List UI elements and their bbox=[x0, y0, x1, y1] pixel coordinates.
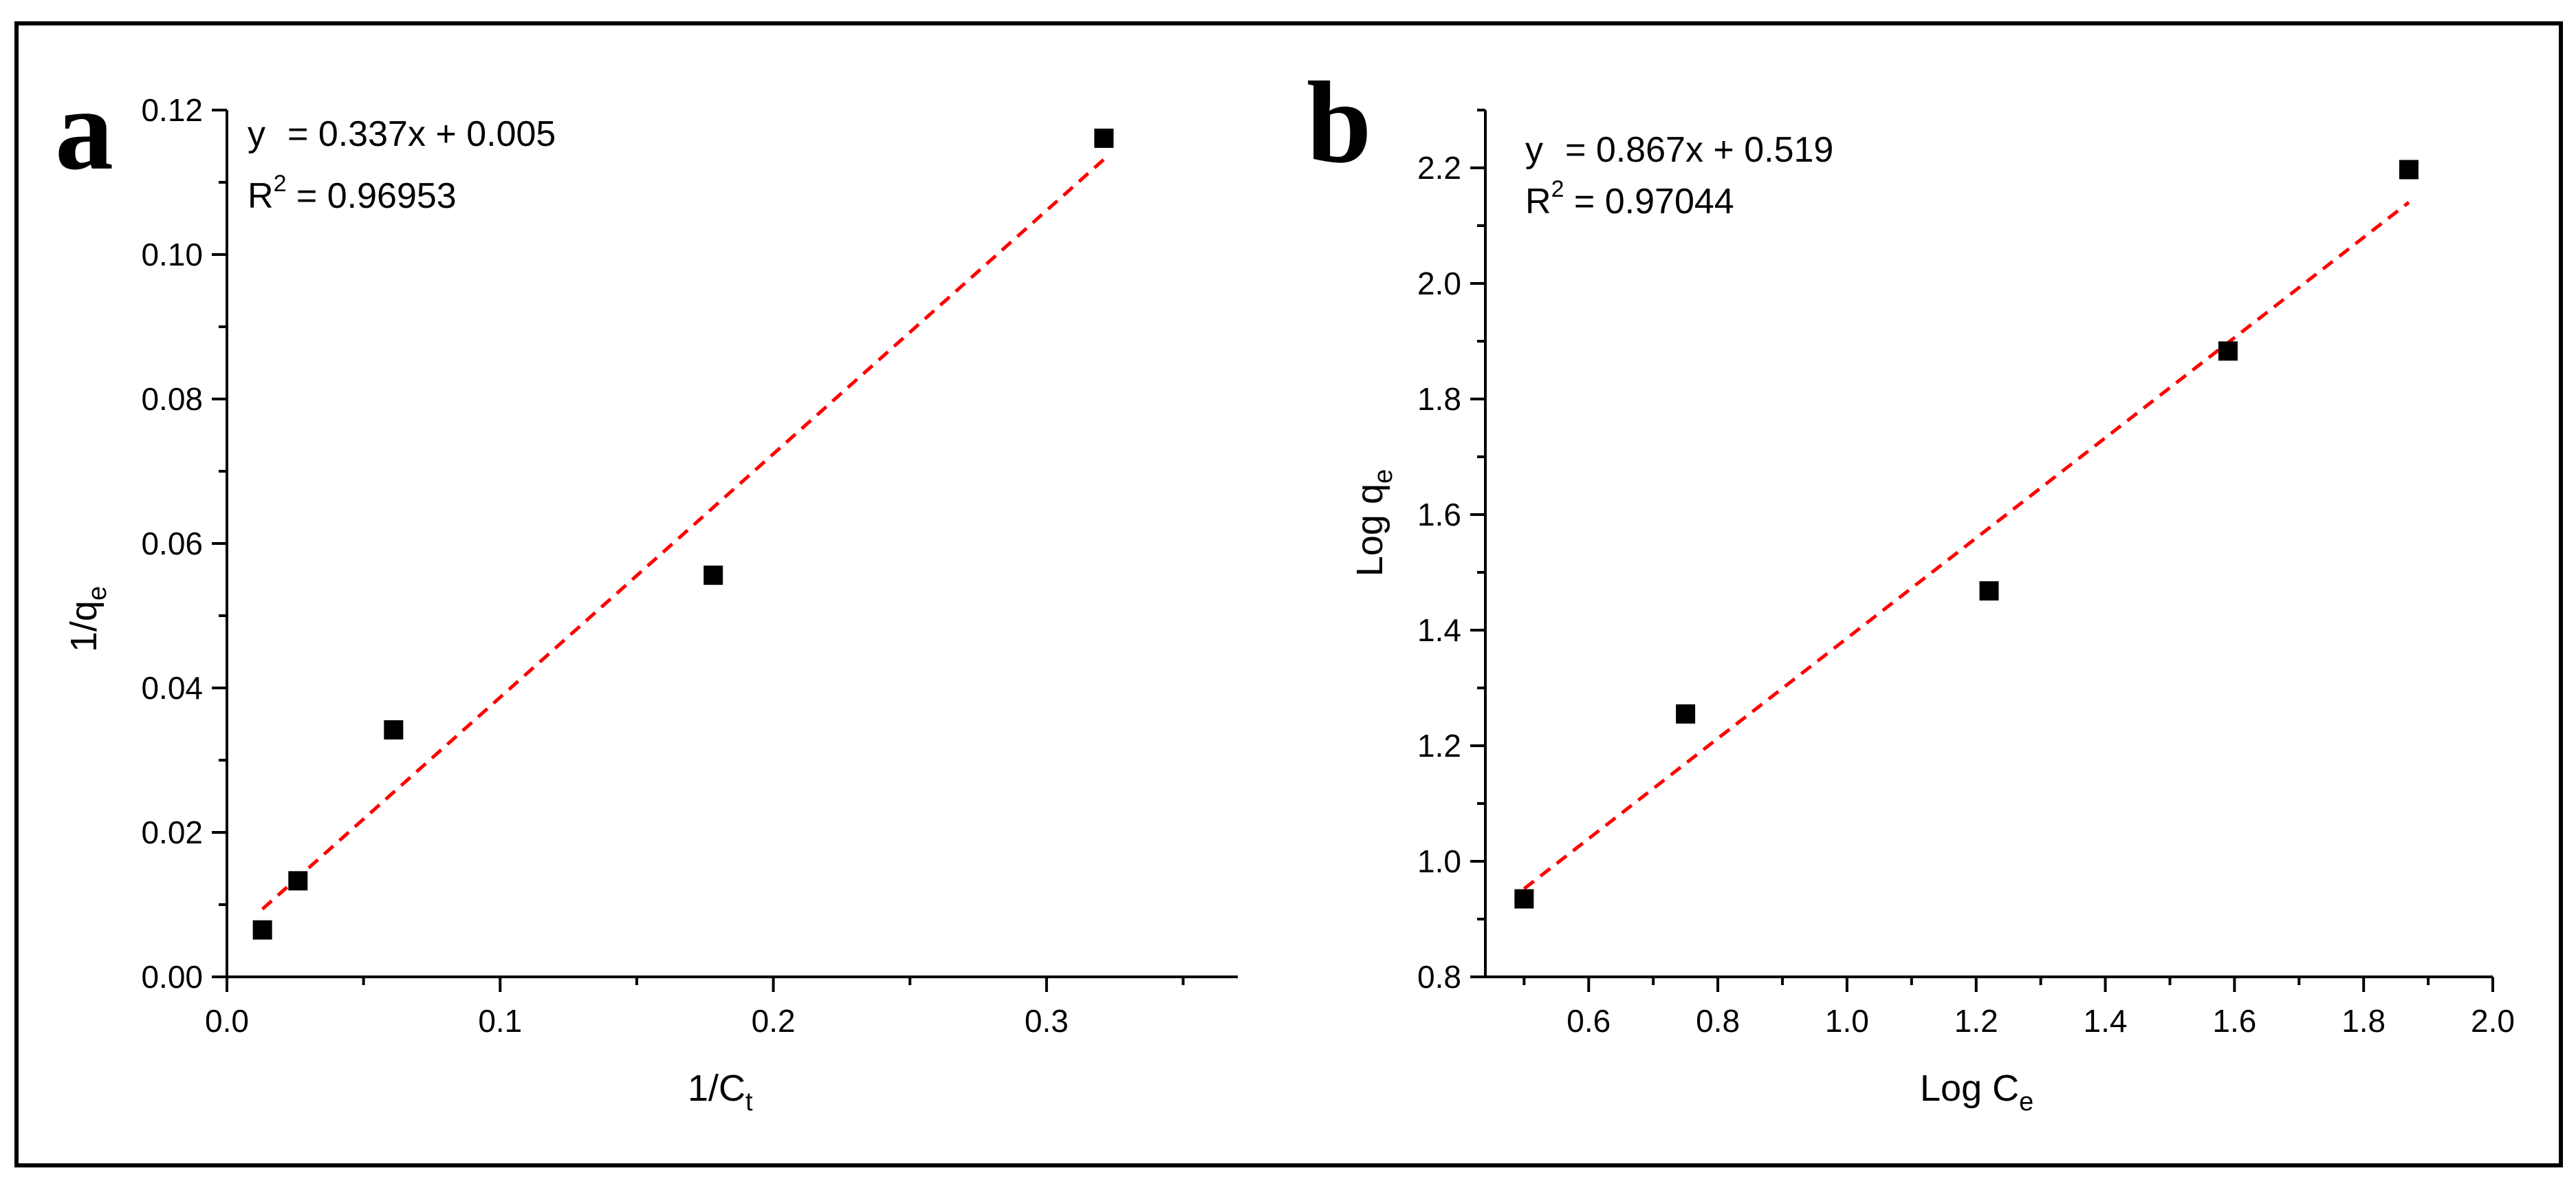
panel-a-axes: 0.0 0.1 0.2 0.3 0.00 0.02 0.04 0.06 0.08 0.10 0.12 bbox=[141, 92, 1238, 1039]
figure-border bbox=[14, 21, 2563, 1167]
panel-b-points bbox=[1514, 160, 2419, 909]
panel-a-data-point bbox=[1094, 128, 1114, 148]
panel-b-y-tick-label: 1.8 bbox=[1417, 381, 1461, 417]
panel-a-points bbox=[252, 128, 1114, 940]
panel-a-chart: a 0.0 0.1 0.2 0.30.000.020.040.060.080.100.… bbox=[55, 65, 1238, 1117]
panel-a-fit-group bbox=[261, 158, 1105, 911]
panel-b-y-tick-label: 1.0 bbox=[1417, 843, 1461, 879]
panel-a-x-tick-label: 0.0 bbox=[205, 1003, 249, 1039]
panel-a-data-point bbox=[288, 871, 308, 891]
panel-a-ylabel: 1/qe bbox=[63, 586, 112, 652]
panel-b-data-point bbox=[1676, 704, 1696, 724]
panel-a-x-tick-label: 0.2 bbox=[752, 1003, 796, 1039]
panel-a-y-tick-label: 0.06 bbox=[141, 526, 203, 561]
panel-b-fit-line bbox=[1522, 201, 2410, 890]
panel-b-equation-line1: y = 0.867x + 0.519 bbox=[1525, 130, 1833, 170]
panel-b-data-point bbox=[1514, 889, 1534, 909]
panel-b-label: b bbox=[1307, 58, 1372, 187]
panel-b-y-tick-label: 0.8 bbox=[1417, 959, 1461, 995]
panel-b-x-tick-label: 1.4 bbox=[2084, 1003, 2128, 1039]
panel-b-y-tick-label: 2.2 bbox=[1417, 150, 1461, 186]
panel-a-x-tick-label: 0.1 bbox=[478, 1003, 522, 1039]
panel-b-y-tick-label: 2.0 bbox=[1417, 266, 1461, 301]
panel-b-ylabel: Log qe bbox=[1349, 469, 1398, 576]
panel-a-y-tick-label: 0.04 bbox=[141, 670, 203, 706]
panel-a-y-tick-label: 0.02 bbox=[141, 815, 203, 850]
panel-b-x-tick-label: 1.2 bbox=[1954, 1003, 1998, 1039]
panel-a-y-tick-label: 0.08 bbox=[141, 381, 203, 417]
panel-b-x-tick-label: 0.6 bbox=[1567, 1003, 1611, 1039]
panel-b-data-point bbox=[2399, 160, 2419, 180]
panel-b-x-tick-label: 1.0 bbox=[1825, 1003, 1869, 1039]
panel-b-y-tick-label: 1.6 bbox=[1417, 497, 1461, 532]
panel-b-xlabel: Log Ce bbox=[1920, 1068, 2033, 1117]
panel-b-axes: 0.6 0.8 1.0 1.2 1.4 1.6 1.8 2.0 0.8 1.0 1.2 1.4 1.6 1… bbox=[1417, 109, 2515, 1039]
panel-b-x-tick-label: 1.6 bbox=[2212, 1003, 2256, 1039]
panel-b-data-point bbox=[2218, 341, 2238, 361]
panel-b-x-tick-label: 0.8 bbox=[1696, 1003, 1740, 1039]
panel-a-y-tick-label: 0.00 bbox=[141, 959, 203, 995]
panel-b-y-tick-label: 1.2 bbox=[1417, 728, 1461, 764]
panel-a-data-point bbox=[703, 565, 723, 585]
panel-a-label: a bbox=[55, 65, 113, 194]
panel-a-data-point bbox=[252, 920, 272, 940]
panel-b-x-tick-label: 2.0 bbox=[2471, 1003, 2515, 1039]
panel-b-fit-group bbox=[1522, 201, 2410, 890]
panel-b-equation-line2: R2 = 0.97044 bbox=[1525, 176, 1734, 222]
panel-a-xlabel: 1/Ct bbox=[688, 1068, 753, 1117]
panel-a-x-tick-label: 0.3 bbox=[1025, 1003, 1069, 1039]
panel-a-equation-line1: y = 0.337x + 0.005 bbox=[248, 114, 556, 154]
panel-b-data-point bbox=[1979, 581, 1999, 601]
panel-b-chart: b 0.6 0.8 1.0 1.2 1.4 1.6 1.8 2.0 0.8 1.0 1.2 1.4 1.… bbox=[1307, 58, 2515, 1117]
panel-b-y-tick-label: 1.4 bbox=[1417, 612, 1461, 648]
panel-a-data-point bbox=[384, 720, 404, 740]
panel-a-equation-line2: R2 = 0.96953 bbox=[248, 171, 457, 216]
panel-b-x-tick-label: 1.8 bbox=[2342, 1003, 2386, 1039]
panel-a-fit-line bbox=[261, 158, 1105, 911]
panel-a-y-tick-label: 0.10 bbox=[141, 237, 203, 272]
panel-a-y-tick-label: 0.12 bbox=[141, 92, 203, 128]
